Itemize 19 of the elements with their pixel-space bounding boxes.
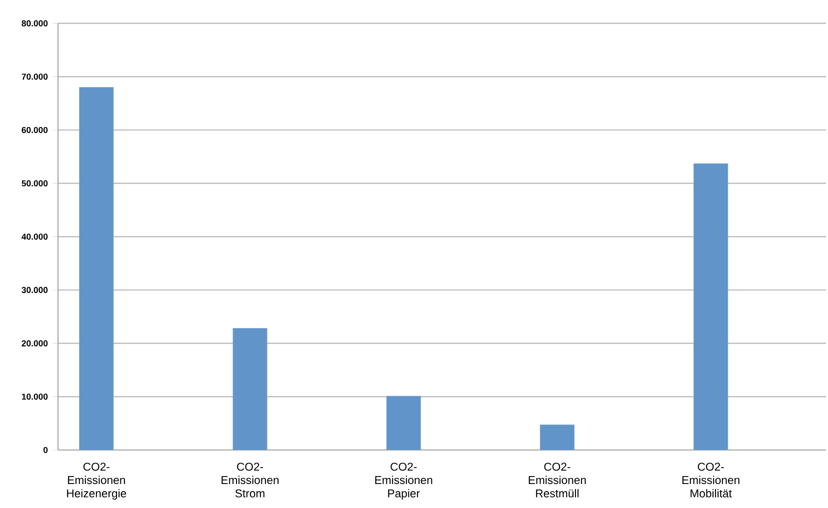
x-tick-label: CO2-Emissionen Restmüll xyxy=(528,462,586,498)
y-tick-label: 30.000 xyxy=(22,286,48,294)
y-tick-label: 50.000 xyxy=(22,180,48,186)
x-tick-label: CO2-Emissionen Mobilität xyxy=(682,462,740,498)
x-tick-label: CO2-Emissionen Heizenergie xyxy=(67,462,126,500)
y-tick-label: 70.000 xyxy=(22,74,48,80)
bar xyxy=(79,87,114,450)
y-tick-label: 40.000 xyxy=(22,234,48,240)
x-tick-label: CO2-Emissionen Papier xyxy=(375,462,432,500)
bar xyxy=(386,396,421,450)
x-tick-label: CO2-Emissionen Strom xyxy=(222,462,279,498)
y-tick-label: 60.000 xyxy=(22,126,48,134)
y-tick-label: 0 xyxy=(43,446,48,454)
bar xyxy=(232,328,268,450)
y-tick-label: 80.000 xyxy=(22,20,48,26)
bar xyxy=(540,424,574,450)
y-tick-label: 10.000 xyxy=(22,394,48,400)
bar xyxy=(694,163,728,450)
y-tick-label: 20.000 xyxy=(22,340,48,346)
